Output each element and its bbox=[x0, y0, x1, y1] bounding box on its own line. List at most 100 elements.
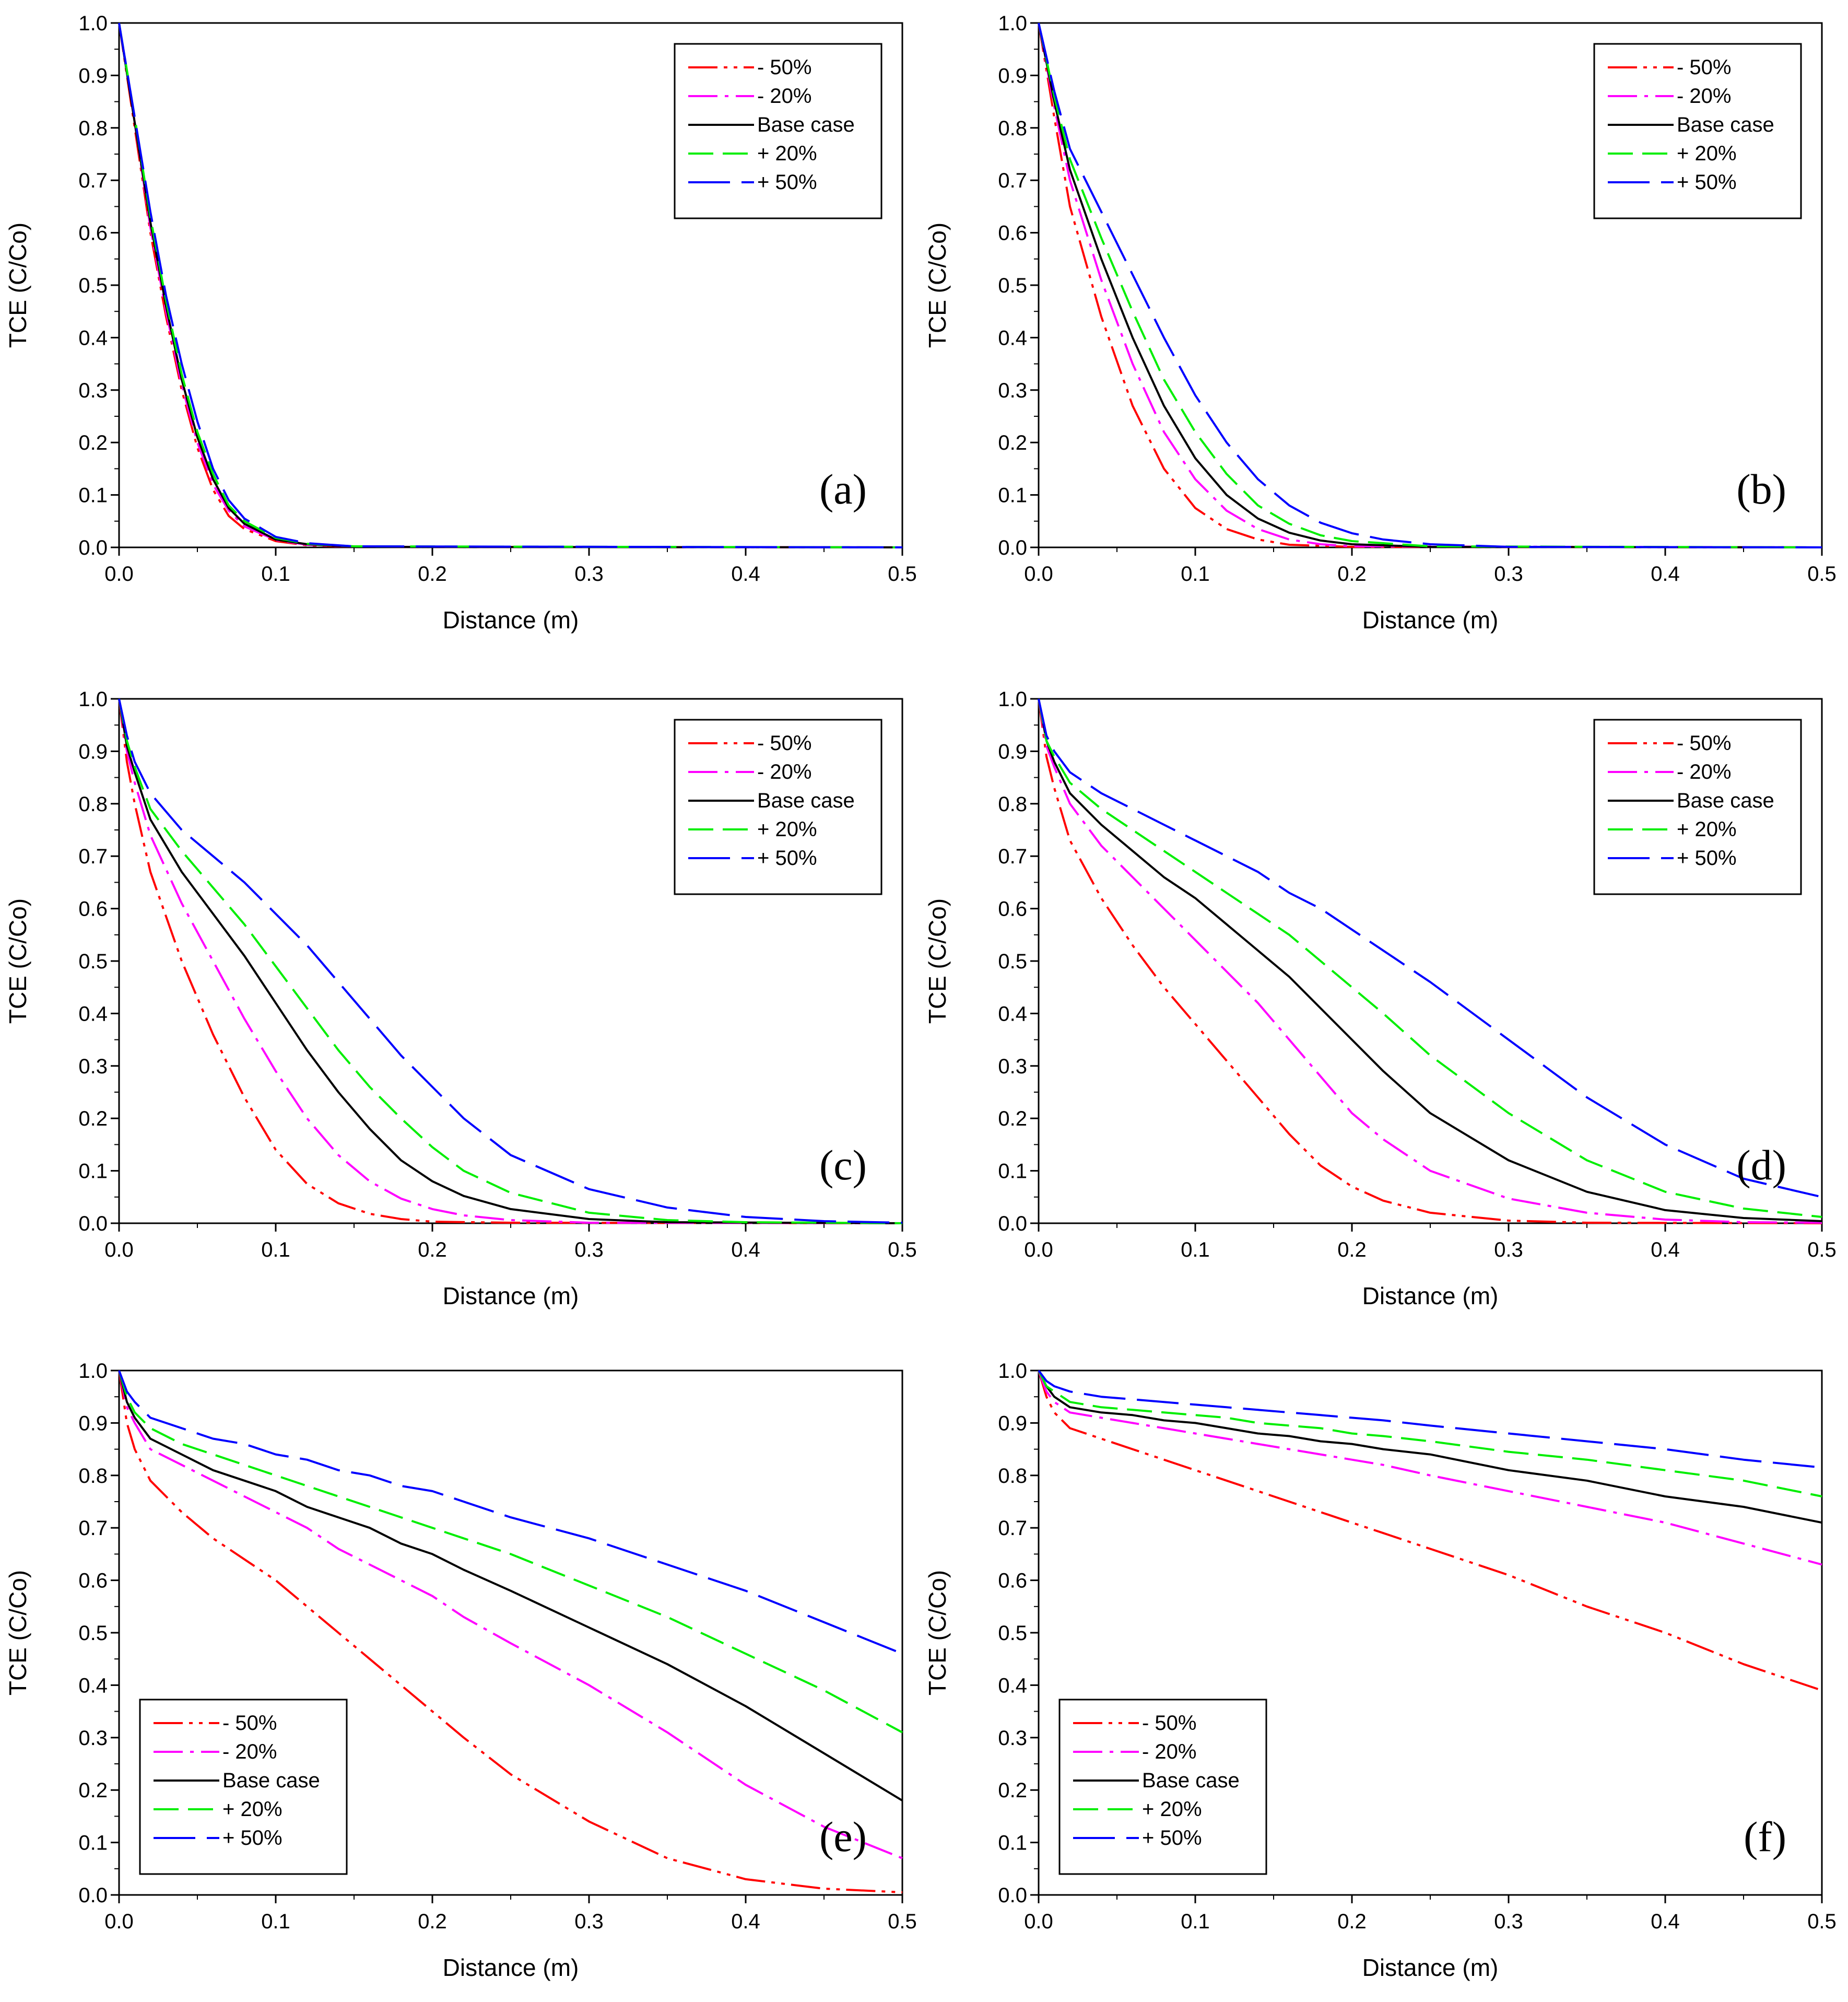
legend-label-3: + 20% bbox=[757, 818, 817, 841]
y-tick-label: 0.8 bbox=[998, 793, 1027, 816]
legend-label-4: + 50% bbox=[222, 1827, 283, 1849]
legend-label-2: Base case bbox=[757, 113, 855, 136]
y-tick-label: 0.7 bbox=[78, 169, 108, 192]
y-tick-label: 0.0 bbox=[78, 536, 108, 559]
series-line-2 bbox=[1038, 22, 1822, 548]
y-tick-label: 0.4 bbox=[78, 1002, 108, 1025]
legend: - 50% - 20% Base case + 20% + 50% bbox=[674, 719, 882, 895]
series-line-0 bbox=[118, 1370, 903, 1893]
legend-box bbox=[1593, 719, 1802, 895]
x-tick-label: 0.2 bbox=[1337, 563, 1367, 586]
series-line-0 bbox=[1038, 1370, 1822, 1692]
x-tick-label: 0.5 bbox=[1807, 1910, 1837, 1933]
panel-label: (e) bbox=[819, 1813, 867, 1860]
y-tick-label: 0.4 bbox=[998, 326, 1027, 349]
y-tick-label: 0.6 bbox=[78, 222, 108, 245]
series-line-0 bbox=[118, 698, 903, 1224]
legend-label-1: - 20% bbox=[222, 1740, 277, 1763]
x-tick-label: 0.5 bbox=[1807, 1238, 1837, 1261]
y-tick-label: 0.3 bbox=[78, 379, 108, 402]
y-tick-label: 0.9 bbox=[78, 740, 108, 763]
legend-label-3: + 20% bbox=[757, 142, 817, 165]
y-tick-label: 0.3 bbox=[998, 1727, 1027, 1750]
y-tick-label: 0.0 bbox=[998, 1884, 1027, 1907]
series-line-3 bbox=[1038, 1370, 1822, 1497]
y-tick-label: 0.1 bbox=[78, 484, 108, 507]
legend-label-2: Base case bbox=[1142, 1769, 1240, 1792]
panel-label: (c) bbox=[819, 1141, 867, 1189]
x-tick-label: 0.0 bbox=[104, 1238, 134, 1261]
series-line-3 bbox=[118, 698, 903, 1224]
y-tick-label: 0.5 bbox=[998, 274, 1027, 297]
series-line-0 bbox=[1038, 22, 1822, 548]
series-line-2 bbox=[1038, 1370, 1822, 1524]
series-line-4 bbox=[118, 698, 903, 1224]
x-tick-label: 0.3 bbox=[574, 563, 604, 586]
x-tick-label: 0.5 bbox=[888, 1910, 917, 1933]
y-tick-label: 0.2 bbox=[998, 1779, 1027, 1802]
y-tick-label: 0.0 bbox=[78, 1212, 108, 1235]
x-tick-label: 0.3 bbox=[1494, 1238, 1523, 1261]
legend-label-2: Base case bbox=[222, 1769, 320, 1792]
x-tick-label: 0.3 bbox=[574, 1238, 604, 1261]
y-tick-label: 0.1 bbox=[998, 484, 1027, 507]
y-tick-label: 0.3 bbox=[998, 1055, 1027, 1078]
panel-label: (f) bbox=[1744, 1813, 1786, 1860]
chart-panel-0: 0.0 0.1 0.2 0.3 0.4 0.5 0.6 0.7 0.8 0.9 1.0 0.0 0.1 0… bbox=[4, 12, 917, 634]
y-axis-title: TCE (C/Co) bbox=[4, 898, 31, 1024]
series-line-3 bbox=[1038, 22, 1822, 548]
x-tick-label: 0.4 bbox=[1651, 1238, 1680, 1261]
y-tick-label: 1.0 bbox=[998, 1360, 1027, 1383]
x-tick-label: 0.4 bbox=[731, 1910, 760, 1933]
legend-box bbox=[1593, 43, 1802, 219]
y-tick-label: 0.4 bbox=[998, 1002, 1027, 1025]
y-tick-label: 0.7 bbox=[78, 1517, 108, 1540]
y-tick-label: 0.7 bbox=[78, 845, 108, 868]
y-tick-label: 0.0 bbox=[78, 1884, 108, 1907]
y-tick-label: 0.8 bbox=[78, 793, 108, 816]
x-tick-label: 0.1 bbox=[261, 1238, 290, 1261]
x-tick-label: 0.2 bbox=[1337, 1238, 1367, 1261]
legend-label-1: - 20% bbox=[1142, 1740, 1197, 1763]
x-tick-label: 0.2 bbox=[418, 1910, 447, 1933]
x-tick-label: 0.1 bbox=[261, 563, 290, 586]
y-axis-title: TCE (C/Co) bbox=[4, 223, 31, 348]
y-tick-label: 0.1 bbox=[998, 1832, 1027, 1855]
legend-label-1: - 20% bbox=[1677, 85, 1732, 108]
y-tick-label: 0.7 bbox=[998, 169, 1027, 192]
y-tick-label: 1.0 bbox=[78, 688, 108, 711]
legend: - 50% - 20% Base case + 20% + 50% bbox=[1593, 719, 1802, 895]
legend-label-0: - 50% bbox=[1142, 1712, 1197, 1735]
x-tick-label: 0.3 bbox=[1494, 563, 1523, 586]
y-tick-label: 0.3 bbox=[998, 379, 1027, 402]
x-tick-label: 0.0 bbox=[1024, 563, 1053, 586]
legend: - 50% - 20% Base case + 20% + 50% bbox=[139, 1699, 348, 1875]
y-tick-label: 1.0 bbox=[998, 688, 1027, 711]
y-tick-label: 0.5 bbox=[78, 1622, 108, 1645]
y-tick-label: 1.0 bbox=[998, 12, 1027, 35]
y-tick-label: 0.7 bbox=[998, 845, 1027, 868]
legend: - 50% - 20% Base case + 20% + 50% bbox=[674, 43, 882, 219]
series-line-4 bbox=[118, 22, 903, 548]
x-tick-label: 0.5 bbox=[1807, 563, 1837, 586]
y-tick-label: 0.9 bbox=[998, 64, 1027, 87]
legend-label-4: + 50% bbox=[757, 171, 817, 194]
panel-label: (b) bbox=[1736, 465, 1786, 513]
x-tick-label: 0.4 bbox=[1651, 1910, 1680, 1933]
y-tick-label: 0.1 bbox=[78, 1160, 108, 1183]
series-line-4 bbox=[1038, 22, 1822, 548]
chart-panel-4: 0.0 0.1 0.2 0.3 0.4 0.5 0.6 0.7 0.8 0.9 1.0 0.0 0.1 0… bbox=[4, 1360, 917, 1981]
x-tick-label: 0.4 bbox=[731, 563, 760, 586]
y-tick-label: 0.5 bbox=[998, 950, 1027, 973]
legend-label-4: + 50% bbox=[1142, 1827, 1202, 1849]
legend-label-1: - 20% bbox=[757, 85, 812, 108]
y-tick-label: 0.6 bbox=[998, 222, 1027, 245]
legend-label-0: - 50% bbox=[1677, 732, 1732, 755]
y-tick-label: 0.3 bbox=[78, 1727, 108, 1750]
series-line-3 bbox=[118, 1370, 903, 1734]
y-tick-label: 0.1 bbox=[998, 1160, 1027, 1183]
y-tick-label: 0.6 bbox=[78, 1570, 108, 1593]
y-tick-label: 0.8 bbox=[78, 1465, 108, 1488]
series-line-0 bbox=[1038, 698, 1822, 1224]
series-line-2 bbox=[1038, 698, 1822, 1222]
